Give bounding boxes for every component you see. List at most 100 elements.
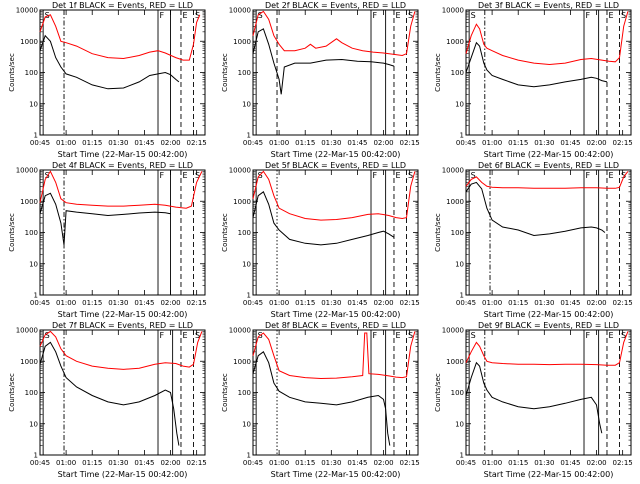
y-tick-label: 10 bbox=[242, 420, 251, 428]
y-tick-label: 1 bbox=[34, 292, 38, 300]
event-marker-label: S bbox=[471, 331, 476, 340]
y-axis-label: Counts/sec bbox=[434, 213, 442, 252]
x-tick-label: 01:15 bbox=[508, 139, 528, 147]
y-tick-label: 1 bbox=[460, 132, 464, 140]
x-tick-label: 02:15 bbox=[187, 139, 207, 147]
event-marker-label: S bbox=[408, 11, 413, 20]
y-tick-label: 1 bbox=[460, 452, 464, 460]
plot-frame bbox=[465, 9, 632, 136]
y-tick-label: 100 bbox=[451, 69, 464, 77]
x-tick-label: 01:15 bbox=[295, 139, 315, 147]
x-axis-label: Start Time (22-Mar-15 00:42:00) bbox=[58, 150, 188, 159]
y-tick-label: 10000 bbox=[442, 7, 464, 15]
event-marker-label: F bbox=[373, 171, 378, 180]
x-tick-label: 00:45 bbox=[30, 459, 50, 467]
x-tick-label: 01:30 bbox=[108, 459, 128, 467]
y-tick-label: 1 bbox=[247, 132, 251, 140]
event-marker-label: E bbox=[608, 171, 613, 180]
event-marker-label: E bbox=[395, 11, 400, 20]
event-marker-label: S bbox=[195, 331, 200, 340]
event-marker-label: S bbox=[471, 171, 476, 180]
event-marker-label: S bbox=[621, 171, 626, 180]
x-tick-label: 01:00 bbox=[269, 299, 289, 307]
chart-panel-1: Det 1f BLACK = Events, RED = LLD Start Ti… bbox=[8, 1, 207, 159]
y-tick-label: 100 bbox=[25, 389, 38, 397]
event-marker-label: E bbox=[182, 331, 187, 340]
event-marker-label: S bbox=[408, 331, 413, 340]
x-tick-label: 02:00 bbox=[160, 139, 180, 147]
x-tick-label: 01:45 bbox=[347, 459, 367, 467]
x-tick-label: 01:00 bbox=[269, 459, 289, 467]
x-tick-label: 01:45 bbox=[560, 139, 580, 147]
series-events-line bbox=[252, 28, 395, 95]
chart-panel-8: Det 8f BLACK = Events, RED = LLD Start Ti… bbox=[221, 321, 420, 479]
x-tick-label: 01:45 bbox=[560, 299, 580, 307]
y-tick-label: 100 bbox=[238, 389, 251, 397]
chart-title: Det 9f BLACK = Events, RED = LLD bbox=[478, 321, 619, 330]
y-tick-label: 1000 bbox=[20, 198, 38, 206]
x-tick-label: 02:00 bbox=[586, 459, 606, 467]
x-tick-label: 01:15 bbox=[508, 459, 528, 467]
series-events-line bbox=[252, 351, 391, 446]
x-tick-label: 01:30 bbox=[534, 459, 554, 467]
event-marker-label: F bbox=[373, 11, 378, 20]
x-tick-label: 02:15 bbox=[400, 299, 420, 307]
y-tick-label: 1000 bbox=[20, 38, 38, 46]
event-marker-label: S bbox=[195, 11, 200, 20]
x-tick-label: 01:00 bbox=[482, 299, 502, 307]
x-axis-label: Start Time (22-Mar-15 00:42:00) bbox=[484, 150, 614, 159]
event-marker-label: S bbox=[408, 171, 413, 180]
x-tick-label: 01:30 bbox=[534, 299, 554, 307]
x-tick-label: 01:30 bbox=[321, 459, 341, 467]
y-tick-label: 10000 bbox=[229, 7, 251, 15]
x-tick-label: 02:15 bbox=[613, 139, 633, 147]
event-marker-label: S bbox=[45, 331, 50, 340]
y-tick-label: 1000 bbox=[446, 358, 464, 366]
y-tick-label: 1000 bbox=[233, 38, 251, 46]
series-events-line bbox=[465, 361, 603, 434]
x-axis-label: Start Time (22-Mar-15 00:42:00) bbox=[484, 470, 614, 479]
y-tick-label: 10000 bbox=[442, 327, 464, 335]
chart-title: Det 4f BLACK = Events, RED = LLD bbox=[52, 161, 193, 170]
x-axis-label: Start Time (22-Mar-15 00:42:00) bbox=[271, 310, 401, 319]
y-tick-label: 10000 bbox=[16, 327, 38, 335]
y-axis-label: Counts/sec bbox=[8, 213, 16, 252]
event-marker-label: E bbox=[182, 11, 187, 20]
series-events-line bbox=[465, 181, 606, 237]
x-tick-label: 00:45 bbox=[30, 139, 50, 147]
x-tick-label: 00:45 bbox=[456, 139, 476, 147]
y-tick-label: 1000 bbox=[446, 198, 464, 206]
series-lld-line bbox=[252, 331, 416, 380]
x-tick-label: 01:00 bbox=[482, 139, 502, 147]
event-marker-label: S bbox=[471, 11, 476, 20]
y-axis-label: Counts/sec bbox=[221, 53, 229, 92]
series-events-line bbox=[39, 192, 171, 245]
y-tick-label: 10 bbox=[242, 100, 251, 108]
y-tick-label: 1000 bbox=[446, 38, 464, 46]
series-events-line bbox=[465, 41, 608, 88]
x-tick-label: 02:00 bbox=[160, 459, 180, 467]
y-axis-label: Counts/sec bbox=[8, 53, 16, 92]
x-tick-label: 01:30 bbox=[108, 139, 128, 147]
y-tick-label: 10000 bbox=[16, 167, 38, 175]
x-tick-label: 00:45 bbox=[456, 299, 476, 307]
series-lld-line bbox=[465, 331, 629, 366]
y-tick-label: 10 bbox=[455, 260, 464, 268]
chart-panel-3: Det 3f BLACK = Events, RED = LLD Start Ti… bbox=[434, 1, 633, 159]
series-lld-line bbox=[39, 330, 203, 370]
y-tick-label: 1000 bbox=[20, 358, 38, 366]
y-axis-label: Counts/sec bbox=[8, 373, 16, 412]
event-marker-label: E bbox=[608, 11, 613, 20]
x-tick-label: 01:15 bbox=[295, 459, 315, 467]
y-tick-label: 10 bbox=[29, 260, 38, 268]
series-lld-line bbox=[252, 10, 416, 57]
y-tick-label: 10000 bbox=[16, 7, 38, 15]
x-tick-label: 01:30 bbox=[321, 139, 341, 147]
event-marker-label: F bbox=[160, 171, 165, 180]
x-tick-label: 01:15 bbox=[295, 299, 315, 307]
chart-title: Det 2f BLACK = Events, RED = LLD bbox=[265, 1, 406, 10]
x-tick-label: 01:15 bbox=[82, 459, 102, 467]
y-tick-label: 10000 bbox=[229, 167, 251, 175]
chart-title: Det 3f BLACK = Events, RED = LLD bbox=[478, 1, 619, 10]
y-tick-label: 1 bbox=[34, 452, 38, 460]
